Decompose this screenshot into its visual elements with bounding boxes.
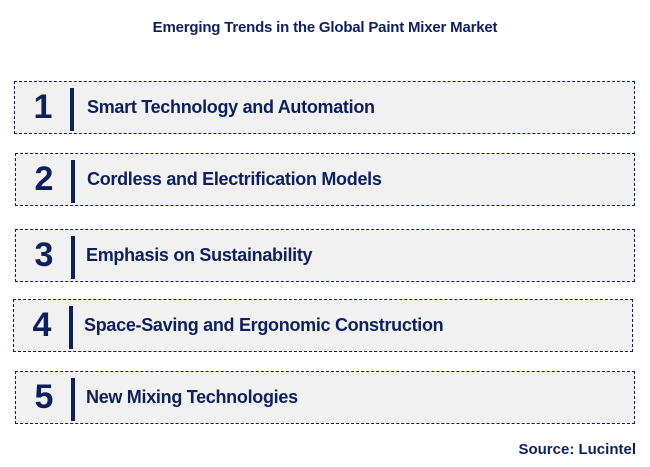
trend-number: 3 xyxy=(34,236,54,274)
trend-item-1: 1 Smart Technology and Automation xyxy=(14,81,635,134)
diagram-title: Emerging Trends in the Global Paint Mixe… xyxy=(152,19,498,36)
divider-bar xyxy=(70,88,74,131)
divider-bar xyxy=(69,306,73,349)
divider-bar xyxy=(71,236,75,279)
trend-label: New Mixing Technologies xyxy=(86,387,298,407)
trend-number: 1 xyxy=(33,88,53,126)
divider-bar xyxy=(71,378,75,421)
trend-number: 2 xyxy=(34,160,54,198)
source-credit: Source: Lucintel xyxy=(518,441,636,458)
trend-label: Smart Technology and Automation xyxy=(87,97,375,117)
trend-number: 5 xyxy=(34,378,54,416)
trend-item-2: 2 Cordless and Electrification Models xyxy=(15,153,635,206)
trend-label: Cordless and Electrification Models xyxy=(87,169,382,189)
trend-item-3: 3 Emphasis on Sustainability xyxy=(15,229,635,282)
trend-item-4: 4 Space-Saving and Ergonomic Constructio… xyxy=(13,299,633,352)
trend-number: 4 xyxy=(32,306,52,344)
trend-label: Space-Saving and Ergonomic Construction xyxy=(84,315,444,335)
trend-label: Emphasis on Sustainability xyxy=(86,245,313,265)
trend-item-5: 5 New Mixing Technologies xyxy=(15,371,635,424)
divider-bar xyxy=(71,160,75,203)
